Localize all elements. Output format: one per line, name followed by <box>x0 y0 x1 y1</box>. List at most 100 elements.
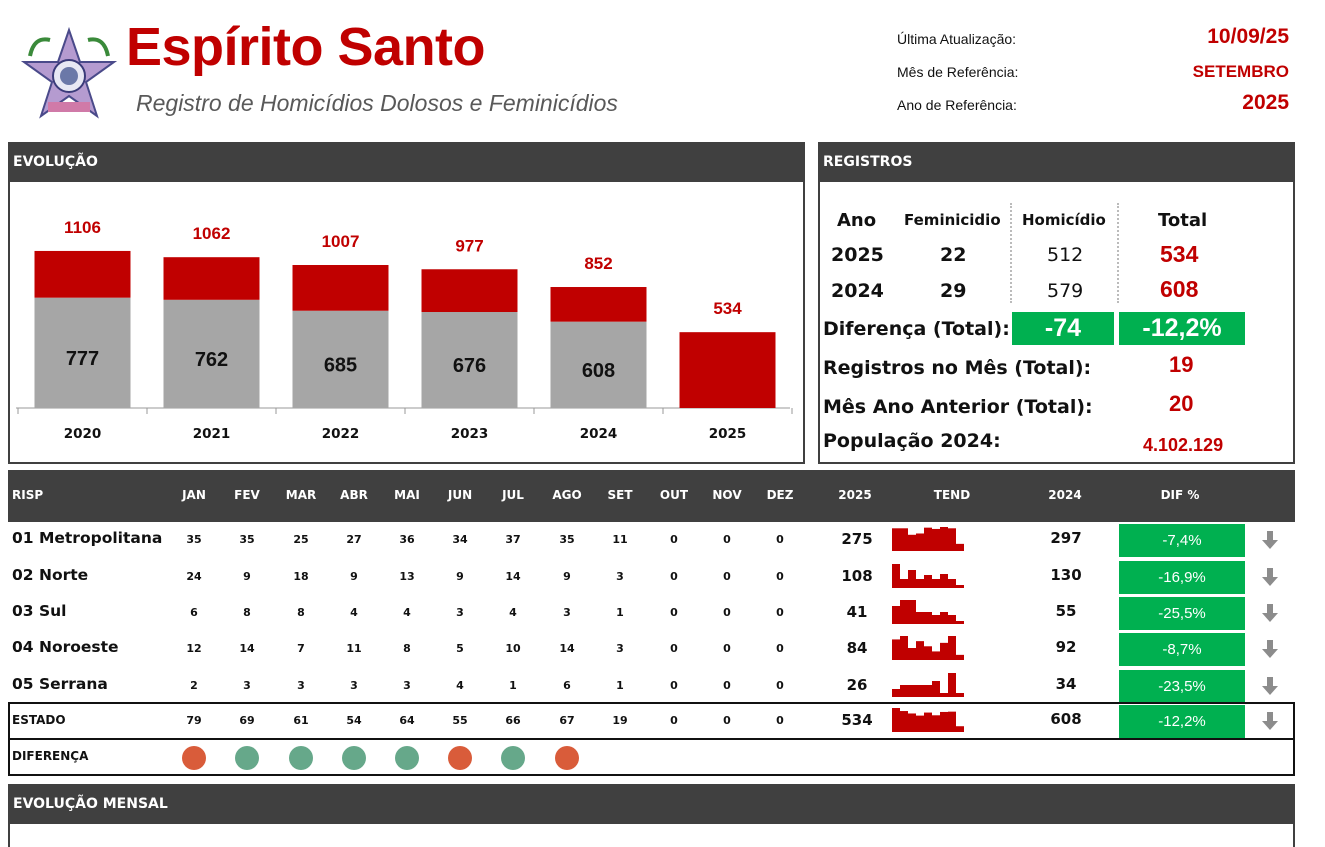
month-cell: 3 <box>456 606 464 619</box>
sparkline-bar <box>924 575 932 588</box>
dif-pct-cell: -25,5% <box>1119 597 1245 630</box>
sparkline-bar <box>940 693 948 697</box>
total-2024-cell: 608 <box>1050 710 1082 728</box>
sparkline-bar <box>948 615 956 624</box>
month-cell: 27 <box>346 533 362 546</box>
month-cell: 35 <box>186 533 202 546</box>
reg-row-2024-total: 608 <box>1160 276 1199 302</box>
reg-row-2025-ano: 2025 <box>831 244 884 266</box>
month-header: ABR <box>340 488 368 502</box>
month-cell: 54 <box>346 714 362 727</box>
evolucao-panel <box>8 180 805 464</box>
month-cell: 36 <box>399 533 415 546</box>
sparkline-bar <box>932 615 940 624</box>
month-cell: 3 <box>616 642 624 655</box>
bar-value-label: 777 <box>66 348 99 370</box>
month-header: FEV <box>234 488 260 502</box>
risp-header-label: RISP <box>12 488 44 502</box>
sparkline-bar <box>924 685 932 697</box>
bar-total-label: 1106 <box>64 218 101 237</box>
month-cell: 0 <box>723 533 731 546</box>
month-header: JUL <box>502 488 524 502</box>
last-update-label: Última Atualização: <box>897 31 1017 47</box>
sparkline-bar <box>908 648 916 660</box>
x-tick-label: 2025 <box>709 426 747 442</box>
month-cell: 8 <box>297 606 305 619</box>
difference-indicator-dot <box>289 746 313 770</box>
sparkline-bar <box>956 654 964 660</box>
sparkline-bar <box>916 533 924 551</box>
month-cell: 0 <box>723 642 731 655</box>
sparkline-bar <box>924 527 932 551</box>
month-header: SET <box>607 488 633 502</box>
bar-segment <box>163 299 260 408</box>
reg-row-2024-fem: 29 <box>940 280 967 302</box>
month-cell: 14 <box>559 642 575 655</box>
sparkline-bar <box>908 534 916 551</box>
down-arrow-icon <box>1262 531 1278 549</box>
arrow-shape <box>1262 531 1278 549</box>
reference-year-label: Ano de Referência: <box>897 97 1017 113</box>
risp-header-bar <box>8 470 1295 522</box>
reg-row-2024-hom: 579 <box>1047 280 1084 302</box>
bar-segment <box>163 257 260 300</box>
month-cell: 66 <box>505 714 521 727</box>
evolucao-mensal-header: EVOLUÇÃO MENSAL <box>8 784 1295 824</box>
difference-indicator-dot <box>555 746 579 770</box>
trend-sparkline <box>892 600 964 624</box>
sparkline-bar <box>900 579 908 588</box>
month-cell: 1 <box>616 606 624 619</box>
mes-ano-anterior-label: Mês Ano Anterior (Total): <box>823 396 1093 418</box>
month-cell: 14 <box>505 570 521 583</box>
month-cell: 8 <box>243 606 251 619</box>
month-header: DEZ <box>766 488 794 502</box>
reg-divider <box>1117 203 1119 303</box>
sparkline-bar <box>948 673 956 697</box>
x-tick-label: 2020 <box>64 426 102 442</box>
sparkline-bar <box>940 527 948 551</box>
month-cell: 0 <box>723 714 731 727</box>
sparkline-bar <box>932 579 940 588</box>
month-cell: 6 <box>563 679 571 692</box>
sparkline-bar <box>900 636 908 660</box>
bar-total-label: 852 <box>584 254 612 273</box>
sparkline-bar <box>956 585 964 588</box>
total-2024-cell: 34 <box>1055 675 1077 693</box>
sparkline-bar <box>900 528 908 551</box>
bar-total-label: 534 <box>713 299 742 318</box>
sparkline-bar <box>956 621 964 624</box>
sparkline-bar <box>924 646 932 660</box>
month-cell: 0 <box>776 570 784 583</box>
month-cell: 2 <box>190 679 198 692</box>
month-cell: 1 <box>616 679 624 692</box>
month-cell: 13 <box>399 570 415 583</box>
bar-segment <box>421 312 518 408</box>
month-cell: 55 <box>452 714 468 727</box>
month-cell: 19 <box>612 714 628 727</box>
difference-indicator-dot <box>182 746 206 770</box>
month-cell: 5 <box>456 642 464 655</box>
diferenca-abs-cell: -74 <box>1012 312 1114 345</box>
reg-divider <box>1010 203 1012 303</box>
risp-row-name: ESTADO <box>12 713 66 727</box>
month-cell: 0 <box>776 642 784 655</box>
sparkline-bar <box>916 685 924 697</box>
sparkline-bar <box>916 612 924 624</box>
evolucao-header: EVOLUÇÃO <box>8 142 805 182</box>
month-cell: 10 <box>505 642 521 655</box>
month-header: NOV <box>712 488 742 502</box>
month-cell: 64 <box>399 714 415 727</box>
arrow-shape <box>1262 604 1278 622</box>
bar-segment <box>421 269 518 313</box>
reg-row-2025-total: 534 <box>1160 241 1199 267</box>
arrow-shape <box>1262 640 1278 658</box>
bar-value-label: 685 <box>324 354 357 376</box>
month-cell: 9 <box>563 570 571 583</box>
x-tick-label: 2023 <box>451 426 489 442</box>
sparkline-bar <box>908 685 916 697</box>
month-cell: 0 <box>670 606 678 619</box>
month-cell: 4 <box>403 606 411 619</box>
sparkline-bar <box>916 715 924 732</box>
sparkline-bar <box>932 715 940 732</box>
month-cell: 12 <box>186 642 202 655</box>
